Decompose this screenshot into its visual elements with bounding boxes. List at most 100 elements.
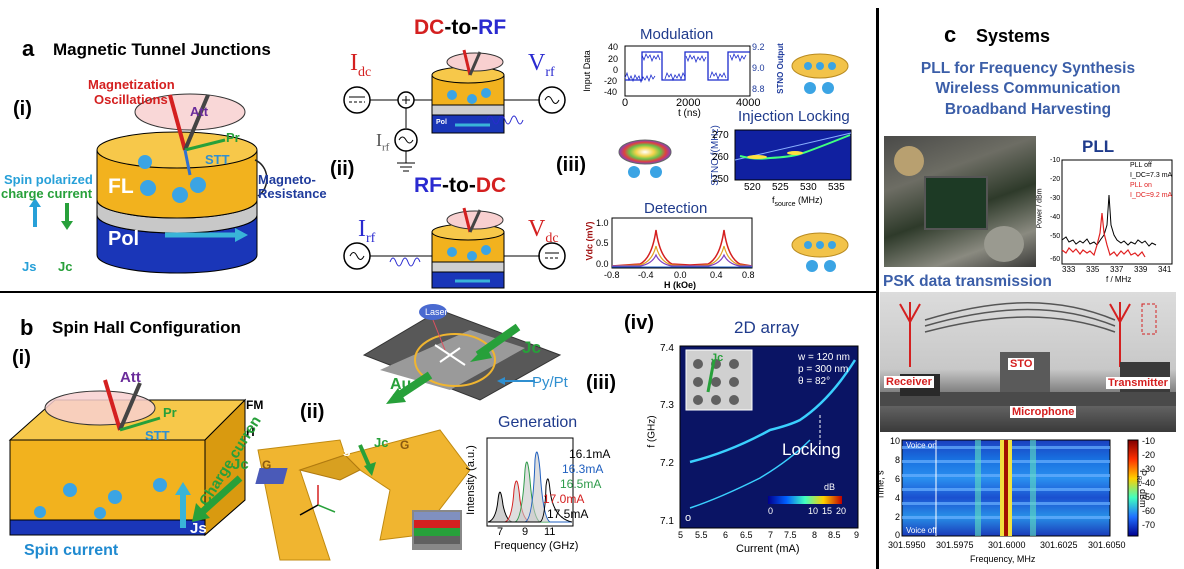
spectrogram-ytick-1: 8 [895, 455, 901, 465]
spectrogram-cbar-tick-5: -60 [1142, 506, 1156, 516]
pll-legend-0: PLL off [1130, 162, 1152, 169]
circuit-diagrams [343, 49, 566, 289]
pll-xtick-1: 335 [1086, 265, 1100, 274]
panel-c-line2: Wireless Communication [935, 80, 1121, 97]
rf-to-dc-title: RF-to-DC [414, 174, 506, 198]
injection-ytick-2: 250 [712, 174, 729, 185]
i-rf-top-main: I [376, 130, 382, 150]
modulation-ytick-r1: 9.0 [752, 63, 765, 73]
array2d-title: 2D array [734, 318, 800, 337]
psk-transmitter-label: Transmitter [1106, 377, 1170, 389]
generation-title: Generation [498, 414, 578, 431]
detection-ytick-1: 0.5 [596, 238, 609, 248]
spectrogram-cbar-tick-6: -70 [1142, 520, 1156, 530]
magneto-label-1: Magneto- [258, 172, 316, 187]
injection-xtick-0: 520 [744, 182, 761, 193]
spectrogram-cbar-tick-2: -30 [1142, 464, 1156, 474]
generation-label-0: 16.1mA [569, 447, 611, 461]
array2d-ytick-2: 7.2 [660, 458, 674, 469]
i-rf-bottom-sub: rf [366, 230, 376, 246]
detection-chart [611, 217, 753, 269]
panel-c-letter: c [944, 22, 957, 47]
spectrogram-ytick-2: 6 [895, 474, 901, 484]
array2d-xtick-1: 5.5 [695, 530, 708, 540]
pll-legend-3: I_DC=9.2 mA [1130, 192, 1173, 199]
array2d-xtick-6: 8 [812, 530, 818, 540]
b-js-label: Js [190, 520, 207, 537]
injection-xlabel-sub: source [774, 200, 796, 208]
nanocontact-diagram [362, 304, 562, 404]
magnetization-label-1: Magnetization [88, 77, 175, 92]
panel-b-letter: b [20, 315, 34, 340]
detection-xtick-2: 0.0 [674, 270, 687, 280]
modulation-ytick-3: -20 [604, 76, 618, 86]
i-rf-bottom-main: I [358, 216, 366, 242]
waveguide-s-label: S [343, 447, 351, 459]
psk-receiver-label: Receiver [884, 376, 934, 388]
array2d-locking: Locking [782, 440, 841, 459]
injection-xlabel-f: f [772, 195, 775, 205]
injection-ytick-1: 260 [712, 152, 729, 163]
jc-label: Jc [58, 259, 73, 274]
array2d-xtick-0: 5 [678, 530, 684, 540]
array2d-xtick-2: 6 [723, 530, 729, 540]
b-pr-label: Pr [163, 405, 177, 420]
spectrogram-ytick-4: 2 [895, 512, 901, 522]
pll-ytick-6: -40 [1050, 214, 1061, 221]
array2d-cbar-tick-3: 20 [836, 506, 847, 516]
panel-b-title: Spin Hall Configuration [52, 318, 241, 337]
generation-xtick-2: 11 [544, 526, 556, 538]
v-rf-main: V [528, 50, 546, 76]
modulation-ytick-2: 0 [613, 65, 619, 75]
i-dc-sub: dc [358, 64, 372, 80]
array2d-chart [679, 345, 859, 529]
detection-xtick-4: 0.8 [742, 270, 755, 280]
nanocontact-jc-label: Jc [522, 338, 541, 357]
spectrogram-ylabel: Time, s [875, 470, 886, 500]
array2d-w: w = 120 nm [798, 352, 850, 363]
spectrogram-voice-on: Voice on [906, 441, 937, 450]
pll-xtick-3: 339 [1134, 265, 1148, 274]
detection-xtick-3: 0.4 [710, 270, 723, 280]
v-dc-sub: dc [545, 230, 559, 246]
i-dc-main: I [350, 50, 358, 76]
pll-xtick-0: 333 [1062, 265, 1076, 274]
pll-label: PLL [1082, 137, 1115, 156]
waveguide-diagram [255, 429, 471, 561]
v-rf-label: Vrf [528, 50, 555, 81]
array2d-xtick-5: 7.5 [784, 530, 797, 540]
modulation-xlabel: t (ns) [678, 108, 701, 119]
stt-label: STT [205, 152, 230, 167]
panel-a-sub-iii: (iii) [556, 154, 586, 176]
i-rf-top-sub: rf [382, 141, 390, 154]
array2d-xlabel: Current (mA) [736, 543, 800, 555]
array2d-cbar-tick-0: 0 [768, 506, 774, 516]
i-dc-label: Idc [350, 50, 371, 81]
panel-b-sub-iv: (iv) [624, 312, 654, 334]
att-label: Att [190, 104, 209, 119]
array2d-xtick-4: 7 [768, 530, 774, 540]
spectrogram-cbar-tick-3: -40 [1142, 478, 1156, 488]
modulation-ytick-4: -40 [604, 87, 618, 97]
array2d-inset-jc: Jc [711, 352, 724, 364]
i-rf-label-bottom: Irf [358, 216, 375, 247]
waveguide-g1-label: G [262, 458, 272, 472]
rf-to-dc-to: -to- [442, 174, 476, 197]
psk-sto-label: STO [1008, 358, 1035, 370]
pll-ytick-4: -30 [1050, 195, 1061, 202]
spectrogram-xtick-2: 301.6000 [988, 540, 1026, 550]
injection-xtick-3: 535 [828, 182, 845, 193]
generation-chart [486, 437, 574, 527]
spectrogram-ytick-5: 0 [895, 530, 901, 540]
panel-a-sub-ii: (ii) [330, 158, 355, 180]
pll-chart [1061, 159, 1173, 265]
spectrogram-xtick-4: 301.6050 [1088, 540, 1126, 550]
panel-a-title: Magnetic Tunnel Junctions [53, 40, 271, 59]
panel-b-sub-i: (i) [12, 347, 31, 369]
panel-a-letter: a [22, 36, 35, 61]
spin-disk-icons [618, 53, 849, 272]
divider-vertical [876, 8, 879, 569]
dc-to-rf-dc: DC [414, 16, 445, 39]
magnetization-label-2: Oscillations [94, 92, 168, 107]
detection-xtick-1: -0.4 [638, 270, 654, 280]
